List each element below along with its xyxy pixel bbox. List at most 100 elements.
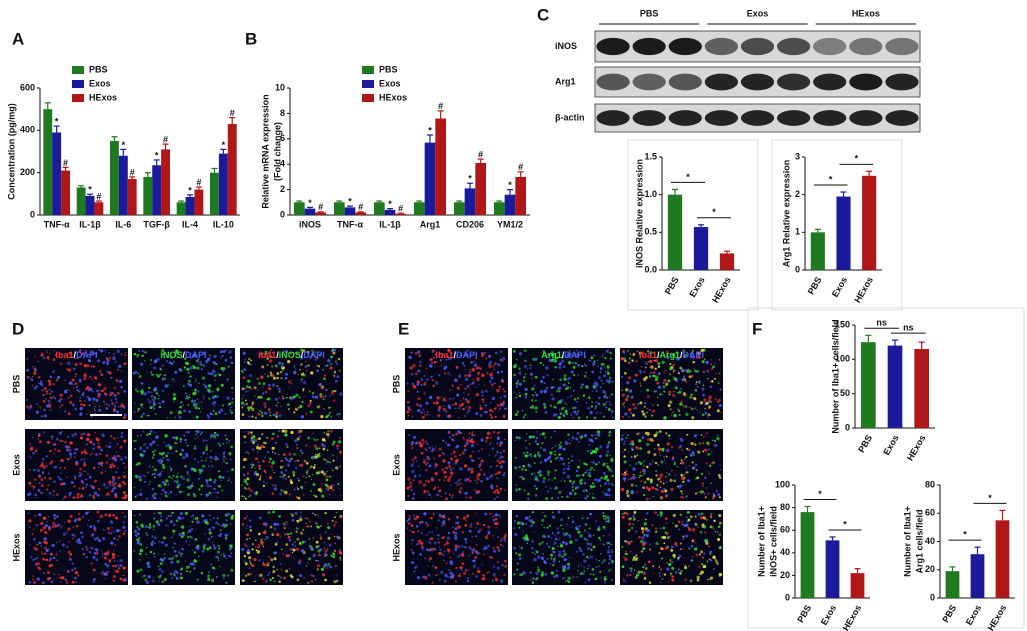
bar — [94, 202, 104, 215]
cell-dot — [169, 514, 173, 518]
cell-dot — [466, 438, 470, 443]
cell-dot — [322, 377, 326, 381]
cell-dot — [251, 564, 255, 568]
cell-dot — [570, 526, 573, 529]
cell-dot — [581, 517, 584, 520]
cell-dot — [652, 371, 656, 375]
x-tick-label: Exos — [687, 275, 706, 299]
bar — [52, 132, 62, 215]
cell-dot — [115, 451, 117, 453]
cell-dot — [161, 400, 165, 404]
cell-dot — [256, 438, 259, 441]
cell-dot — [691, 461, 694, 464]
cell-dot — [200, 368, 203, 371]
cell-dot — [464, 387, 467, 390]
cell-dot — [193, 391, 197, 395]
cell-dot — [279, 563, 282, 565]
cell-dot — [591, 496, 595, 500]
x-tick-label: TGF-β — [143, 219, 170, 229]
cell-dot — [136, 532, 140, 536]
stain-token: DAPI — [303, 350, 325, 360]
cell-dot — [53, 514, 56, 517]
cell-dot — [476, 477, 480, 481]
cell-dot — [69, 514, 73, 518]
cell-dot — [707, 545, 710, 548]
cell-dot — [664, 369, 667, 372]
cell-dot — [230, 445, 233, 449]
cell-dot — [42, 526, 46, 530]
cell-dot — [465, 570, 467, 572]
cell-dot — [707, 377, 709, 380]
cell-dot — [297, 561, 302, 565]
cell-dot — [216, 491, 220, 494]
cell-dot — [586, 542, 589, 545]
cell-dot — [475, 357, 478, 360]
cell-dot — [549, 460, 553, 463]
cell-dot — [74, 382, 78, 385]
cell-dot — [544, 458, 548, 462]
cell-dot — [643, 493, 646, 497]
panel-letter: E — [398, 319, 409, 338]
cell-dot — [567, 580, 570, 583]
cell-dot — [648, 352, 651, 355]
cell-dot — [281, 429, 285, 433]
cell-dot — [682, 548, 684, 550]
x-tick-label: HExos — [905, 433, 928, 462]
cell-dot — [461, 562, 465, 566]
cell-dot — [45, 390, 49, 393]
cell-dot — [483, 523, 486, 527]
cell-dot — [524, 373, 527, 375]
cell-dot — [51, 525, 55, 529]
cell-dot — [144, 574, 147, 577]
cell-dot — [625, 436, 628, 439]
cell-dot — [65, 581, 69, 584]
cell-dot — [436, 383, 438, 385]
cell-dot — [62, 497, 65, 500]
cell-dot — [699, 401, 704, 405]
bar — [504, 194, 516, 215]
cell-dot — [442, 459, 446, 463]
cell-dot — [515, 436, 519, 439]
cell-dot — [597, 478, 601, 482]
cell-dot — [40, 521, 44, 526]
cell-dot — [124, 494, 128, 498]
cell-dot — [61, 525, 63, 528]
cell-dot — [452, 397, 455, 400]
cell-dot — [669, 363, 672, 366]
cell-dot — [98, 409, 102, 412]
cell-dot — [124, 529, 127, 532]
cell-dot — [162, 480, 165, 484]
cell-dot — [81, 548, 84, 551]
cell-dot — [185, 454, 189, 458]
cell-dot — [673, 463, 677, 466]
cell-dot — [673, 479, 677, 483]
cell-dot — [247, 487, 251, 490]
cell-dot — [485, 440, 488, 443]
cell-dot — [681, 477, 685, 481]
x-tick-label: PBS — [856, 433, 874, 454]
cell-dot — [79, 412, 83, 416]
cell-dot — [407, 414, 410, 417]
cell-dot — [621, 375, 624, 378]
cell-dot — [591, 370, 594, 374]
cell-dot — [210, 450, 212, 452]
cell-dot — [270, 558, 274, 562]
cell-dot — [134, 534, 137, 537]
cell-dot — [706, 462, 708, 465]
cell-dot — [111, 483, 115, 487]
blot-band — [885, 37, 919, 56]
cell-dot — [286, 445, 289, 448]
cell-dot — [145, 580, 150, 585]
cell-dot — [115, 516, 119, 520]
cell-dot — [84, 486, 87, 488]
cell-dot — [167, 493, 169, 496]
cell-dot — [549, 553, 553, 557]
cell-dot — [302, 389, 304, 392]
cell-dot — [152, 528, 155, 531]
cell-dot — [440, 365, 443, 367]
cell-dot — [527, 497, 530, 501]
cell-dot — [590, 555, 594, 559]
cell-dot — [717, 493, 721, 497]
cell-dot — [447, 348, 451, 352]
cell-dot — [282, 453, 286, 456]
